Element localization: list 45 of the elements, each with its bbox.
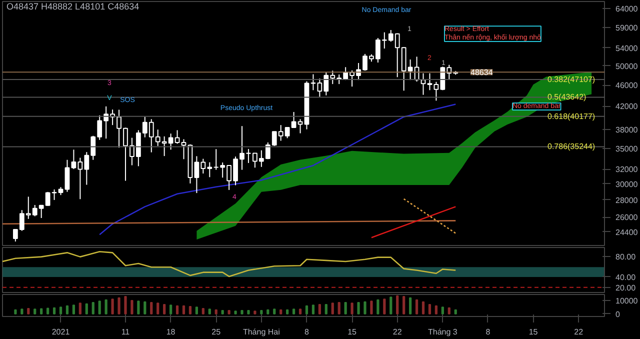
ref-line-label: 0.618(40177) [548,112,596,121]
candlestick [52,188,57,200]
x-tick-label: 18 [166,328,176,336]
y-tick-label: 20.00 [616,283,636,292]
candlestick [13,228,18,242]
candlestick [298,118,303,134]
y-tick-label: 30000 [616,180,638,189]
candlestick [174,130,180,144]
x-tick-label: Tháng Hai [242,328,280,336]
x-tick-label: Tháng 3 [428,328,458,336]
ref-line-label: 0.382(47107) [548,75,596,84]
x-tick-label: 2021 [52,328,70,336]
candlestick [64,159,70,192]
ref-line-label: 0.786(35244) [548,142,596,152]
line-series [2,250,456,278]
candlestick [181,138,186,160]
y-tick-label: 10000 [616,296,638,306]
y-tick-label: 38000 [616,125,638,134]
y-tick-label: 28000 [616,196,638,205]
ref-line-label: 48634 [470,68,494,78]
y-tick-label: 32000 [616,165,638,174]
y-tick-label: 42000 [616,102,638,112]
x-tick-label: 25 [212,328,222,336]
x-tick-label: 8 [486,328,491,336]
chart-subtitle: O48437 H48882 L48101 C48634 [6,2,140,12]
y-tick-label: 80.00 [616,252,636,262]
x-tick-label: 11 [121,328,130,336]
y-tick-label: 54000 [616,44,638,53]
x-tick-label: 8 [304,328,310,336]
y-tick-label: 0 [616,310,620,319]
y-tick-label: 46000 [616,81,638,90]
y-tick-label: 50000 [616,62,638,71]
y-tick-label: 64000 [616,4,638,14]
candlestick [427,72,432,91]
x-tick-label: 15 [348,328,358,336]
y-tick-label: 59000 [616,23,638,32]
x-tick-label: 22 [392,328,402,336]
y-tick-label: 26000 [616,213,638,222]
y-tick-label: 35000 [616,144,638,154]
ref-line-label: 0.5(43642) [548,92,587,102]
x-tick-label: 22 [574,328,584,336]
x-tick-label: 15 [528,328,538,336]
y-tick-label: 40.00 [616,272,636,282]
y-tick-label: 24400 [616,228,638,237]
line-series [98,104,456,236]
